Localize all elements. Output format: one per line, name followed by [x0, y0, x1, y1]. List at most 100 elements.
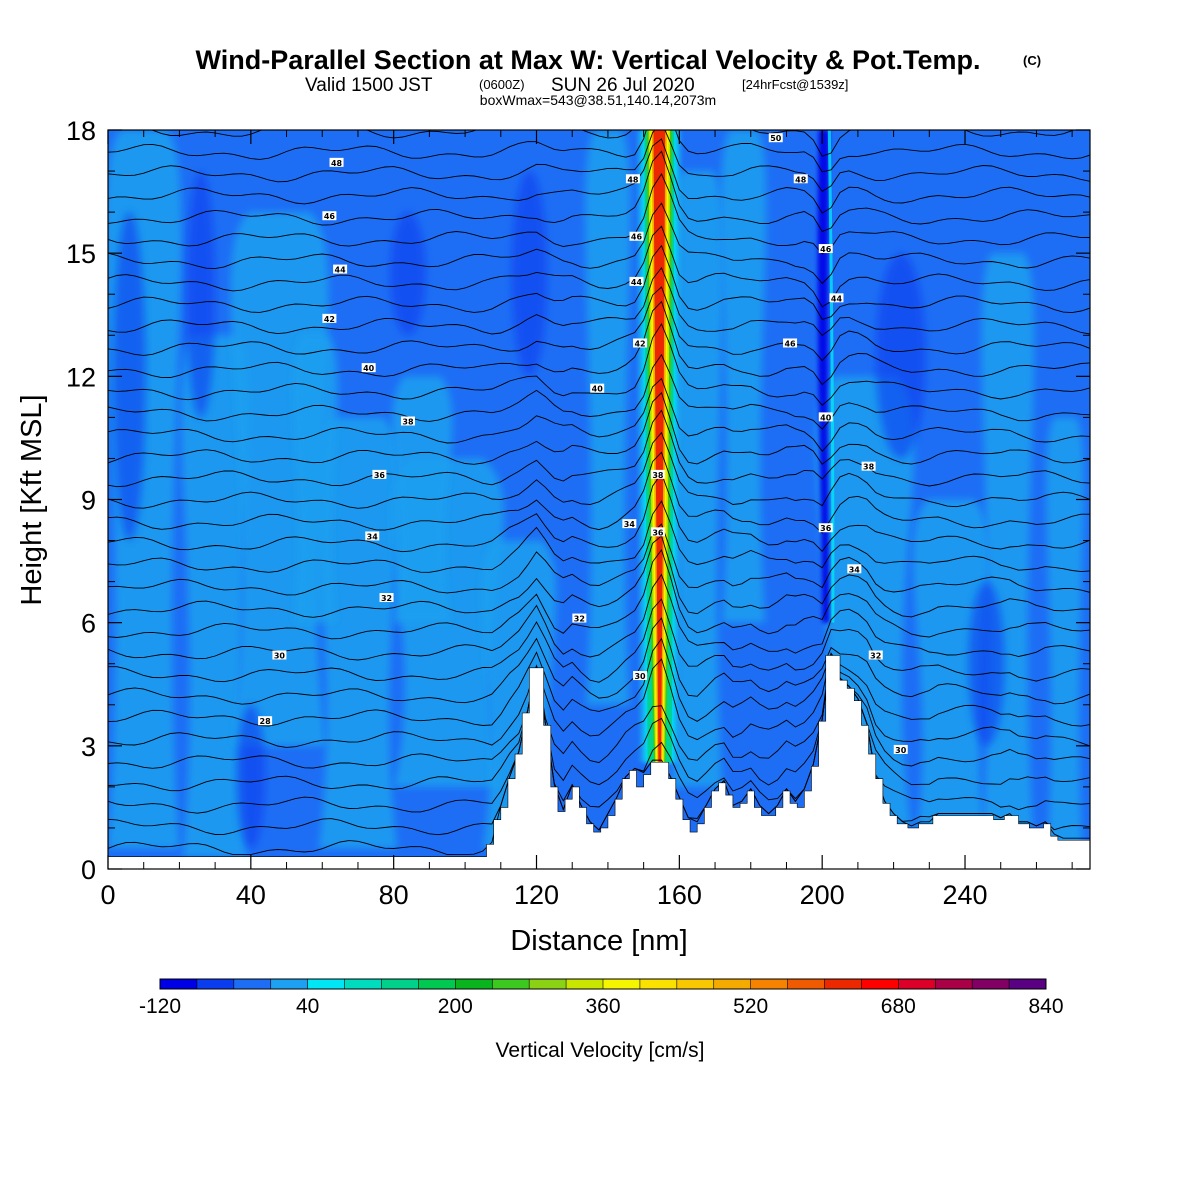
contour-label-text: 34: [624, 520, 636, 529]
contour-label: 42: [633, 338, 648, 348]
contour-label-text: 36: [820, 524, 832, 533]
colorbar-swatch: [750, 979, 789, 989]
contour-label: 42: [322, 313, 337, 324]
y-axis-label: Height [Kft MSL]: [16, 394, 48, 605]
theta-contour-line: [108, 323, 1090, 406]
theta-contour-line: [108, 431, 1090, 509]
theta-contour-line: [108, 573, 1090, 661]
theta-contour-line: [108, 173, 1090, 255]
x-tick-label: 200: [800, 880, 845, 910]
theta-contour-line: [108, 353, 1090, 430]
contour-label-text: 48: [331, 159, 343, 168]
contour-label: 46: [818, 244, 833, 254]
colorbar-tick-label: 360: [585, 995, 620, 1018]
contour-label-text: 46: [820, 245, 832, 254]
x-tick-label: 40: [236, 880, 266, 910]
theta-contour-line: [108, 598, 1090, 683]
subtitle-date: SUN 26 Jul 2020: [551, 75, 695, 96]
colorbar-tick-label: -120: [139, 995, 181, 1018]
contour-label-bg: [572, 613, 587, 623]
theta-contour-line: [108, 286, 1090, 362]
colorbar-swatch: [418, 979, 456, 989]
contour-label: 50: [768, 133, 783, 143]
theta-contour-line: [108, 653, 1090, 792]
contour-label-text: 38: [863, 463, 875, 472]
colorbar-swatch: [492, 979, 530, 989]
contour-label-bg: [829, 293, 844, 303]
contour-label: 34: [622, 519, 637, 529]
colorbar-swatch: [972, 979, 1010, 989]
subtitle-utc: (0600Z): [479, 77, 525, 92]
y-tick-label: 9: [81, 486, 96, 516]
contour-label-bg: [333, 264, 348, 274]
contour-label: 38: [400, 416, 415, 426]
contour-label: 36: [372, 469, 387, 480]
contour-label-text: 36: [652, 528, 664, 537]
contour-label-text: 40: [592, 385, 604, 394]
downdraft-edge: [827, 130, 835, 623]
theta-contour-line: [108, 549, 1090, 640]
theta-contour-line: [108, 535, 1090, 618]
contour-label: 44: [629, 276, 644, 287]
contour-label-text: 40: [363, 364, 375, 373]
x-axis-label: Distance [nm]: [510, 925, 687, 957]
contour-label-text: 34: [849, 565, 861, 574]
subtitle-box-wmax: boxWmax=543@38.51,140.14,2073m: [480, 92, 716, 108]
contour-label: 30: [633, 671, 648, 681]
y-tick-label: 3: [81, 732, 96, 762]
near-zero-streak: [670, 171, 724, 787]
contour-label-text: 50: [770, 134, 782, 143]
colorbar-swatch: [713, 979, 752, 989]
near-zero-streak: [392, 376, 453, 623]
near-zero-streak: [181, 335, 250, 857]
contour-label-bg: [818, 412, 833, 422]
contour-label: 28: [258, 716, 273, 726]
colorbar-swatch: [381, 979, 419, 989]
theta-contour-line: [108, 391, 1090, 465]
contour-label-text: 28: [260, 717, 272, 726]
contour-label: 46: [783, 338, 798, 348]
y-tick-label: 0: [81, 855, 96, 885]
contour-label: 34: [847, 564, 862, 574]
contour-label-text: 32: [381, 594, 392, 603]
contour-label-bg: [847, 564, 862, 574]
potential-temperature-contours: [108, 130, 1090, 856]
contour-label: 36: [650, 527, 665, 537]
theta-contour-line: [108, 130, 1090, 173]
colorbar-swatch: [455, 979, 493, 989]
near-zero-streak: [1046, 417, 1084, 857]
theta-contour-line: [108, 500, 1090, 573]
contour-label-text: 38: [652, 471, 664, 480]
contour-label-text: 44: [335, 266, 347, 275]
sinking-patch: [236, 704, 266, 849]
contour-label-bg: [868, 650, 883, 660]
x-tick-label: 240: [942, 880, 987, 910]
y-tick-label: 18: [66, 116, 96, 146]
theta-contour-line: [108, 653, 1090, 814]
contour-label: 34: [365, 531, 380, 541]
contour-label-bg: [633, 671, 648, 681]
contour-label: 32: [868, 650, 883, 661]
theta-contour-line: [108, 202, 1090, 285]
contour-label: 36: [818, 523, 833, 533]
colorbar-swatch: [529, 979, 567, 989]
contour-label-bg: [590, 383, 605, 393]
contour-label-text: 46: [324, 212, 336, 221]
contour-label-bg: [650, 469, 665, 479]
theta-contour-line: [108, 267, 1090, 337]
contour-label-bg: [768, 133, 783, 143]
contour-label-text: 30: [274, 652, 286, 661]
sinking-patch: [390, 212, 426, 336]
contour-label-text: 42: [324, 315, 335, 324]
contour-label-bg: [783, 338, 798, 348]
contour-label-text: 30: [634, 672, 646, 681]
colorbar-tick-label: 40: [296, 995, 319, 1018]
theta-contour-line: [108, 451, 1090, 534]
y-tick-label: 6: [81, 609, 96, 639]
contour-label-bg: [400, 416, 415, 426]
sinking-patch: [113, 212, 146, 541]
colorbar-swatch: [824, 979, 862, 989]
colorbar-swatch: [787, 979, 825, 989]
colorbar-swatch: [566, 979, 604, 989]
